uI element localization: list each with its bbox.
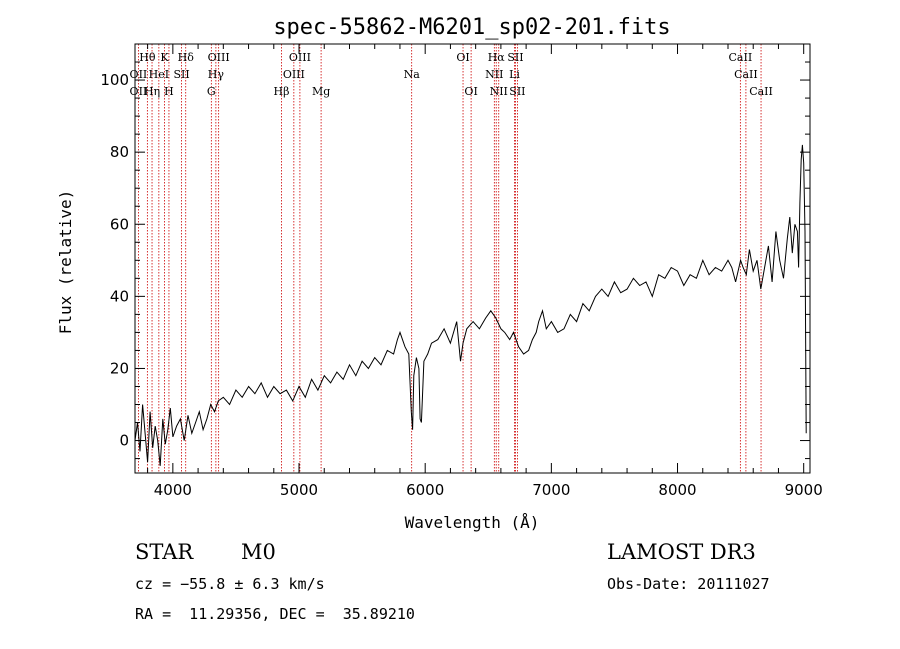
survey-name: LAMOST DR3	[607, 540, 756, 564]
spectrum-series-line	[134, 144, 807, 466]
spectral-line-label: SII	[509, 85, 525, 98]
spectral-line-label: Hθ	[139, 51, 156, 64]
spectral-line-label: OI	[464, 85, 477, 98]
ra-dec-coordinates: RA = 11.29356, DEC = 35.89210	[135, 605, 415, 623]
observation-date: Obs-Date: 20111027	[607, 575, 770, 593]
spectral-line-label: NII	[485, 68, 503, 81]
redshift-velocity: cz = −55.8 ± 6.3 km/s	[135, 575, 325, 593]
spectral-line-label: OII	[130, 85, 148, 98]
x-tick-label: 9000	[785, 481, 823, 499]
x-axis-label: Wavelength (Å)	[405, 513, 540, 532]
spectral-line-label: NII	[490, 85, 508, 98]
x-axis-ticks: 4000 5000 6000 7000 8000 9000	[147, 44, 823, 499]
y-tick-label: 100	[100, 71, 129, 89]
object-subclass: M0	[241, 540, 276, 564]
plot-frame	[134, 43, 811, 474]
spectral-line-label: Hη	[144, 85, 160, 98]
x-tick-label: 5000	[280, 481, 318, 499]
x-tick-label: 7000	[532, 481, 570, 499]
spectral-line-label: CaII	[729, 51, 753, 64]
y-tick-label: 80	[110, 143, 129, 161]
spectral-line-label: Hβ	[274, 85, 290, 98]
spectral-line-label: OI	[456, 51, 469, 64]
y-tick-label: 0	[119, 432, 129, 450]
spectral-line-label: HeI	[149, 68, 169, 81]
x-tick-label: 6000	[406, 481, 444, 499]
x-tick-label: 4000	[154, 481, 192, 499]
x-tick-label: 8000	[658, 481, 696, 499]
spectral-line-label: G	[207, 85, 216, 98]
spectral-line-label: CaII	[734, 68, 758, 81]
spectral-line-label: K	[160, 51, 169, 64]
spectral-line-markers	[138, 44, 762, 473]
y-tick-label: 60	[110, 215, 129, 233]
spectral-line-label: CaII	[749, 85, 773, 98]
y-axis-label: Flux (relative)	[56, 190, 75, 335]
spectral-line-label: Hα	[488, 51, 506, 64]
spectral-line-label: SII	[507, 51, 523, 64]
spectral-line-label: H	[164, 85, 174, 98]
spectral-line-label: Hγ	[208, 68, 225, 81]
spectral-line-label: Mg	[312, 85, 330, 98]
y-tick-label: 20	[110, 359, 129, 377]
spectral-line-label: Na	[404, 68, 421, 81]
y-axis-ticks: 0 20 40 60 80 100	[100, 61, 810, 460]
object-class: STAR	[135, 540, 194, 564]
spectral-line-label: SII	[173, 68, 189, 81]
spectral-line-label: Hδ	[178, 51, 195, 64]
spectral-line-label: OIII	[289, 51, 311, 64]
spectral-line-label: OII	[130, 68, 148, 81]
y-tick-label: 40	[110, 287, 129, 305]
chart-title: spec-55862-M6201_sp02-201.fits	[273, 15, 670, 40]
spectral-line-label: Li	[509, 68, 520, 81]
spectral-line-label: OIII	[283, 68, 305, 81]
spectral-line-label: OIII	[208, 51, 230, 64]
